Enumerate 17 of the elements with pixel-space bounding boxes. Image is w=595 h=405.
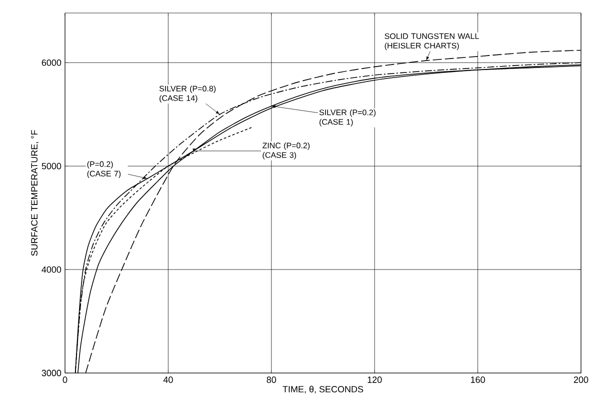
series-label: (P=0.2) (CASE 7) [87,161,121,178]
y-axis-title: SURFACE TEMPERATURE, °F [31,130,39,256]
x-axis-title: TIME, θ, SECONDS [282,386,364,394]
text: SILVER (P=0.2) (CASE 1) [319,109,376,126]
y-tick-label: 6000 [42,59,62,66]
series-label: SOLID TUNGSTEN WALL (HEISLER CHARTS) [384,33,479,50]
y-tick-label: 4000 [42,266,62,273]
x-tick-label: 120 [368,376,382,383]
text: ZINC (P=0.2) (CASE 3) [262,142,310,160]
x-tick-label: 40 [163,376,173,383]
y-tick-label: 5000 [42,162,62,170]
x-tick-label: 0 [62,376,68,383]
y-tick-label: 3000 [42,370,62,376]
x-tick-label: 200 [574,376,588,383]
x-tick-label: 80 [266,376,276,383]
series-label: SILVER (P=0.8) (CASE 14) [159,86,216,103]
x-tick-label: 160 [470,376,485,383]
